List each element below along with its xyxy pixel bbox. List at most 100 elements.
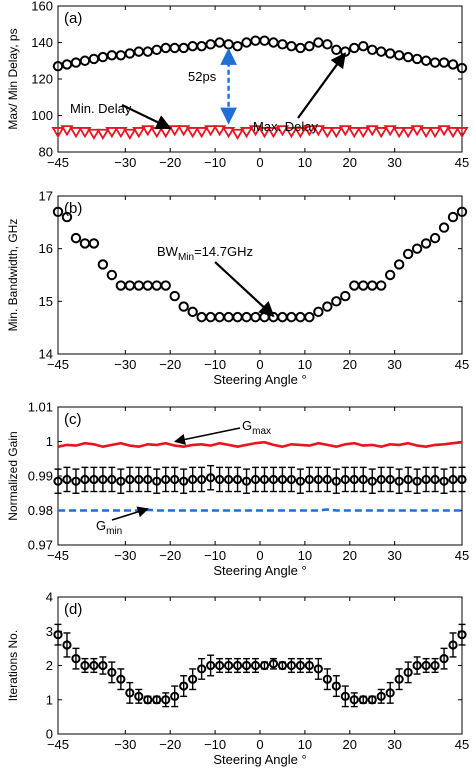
data-point	[230, 128, 245, 141]
data-point	[98, 474, 108, 485]
data-point	[356, 127, 370, 139]
data-point	[61, 59, 73, 70]
x-tick-label: 30	[387, 357, 401, 372]
data-point	[177, 125, 191, 137]
data-point	[215, 474, 225, 485]
data-point	[161, 695, 171, 705]
data-point	[438, 222, 450, 233]
x-tick-label: 45	[455, 155, 469, 170]
x-tick-label: 45	[455, 357, 469, 372]
y-tick-label: 3	[46, 624, 53, 639]
x-tick-label: −45	[47, 548, 69, 563]
data-point	[152, 695, 162, 705]
y-tick-label: 120	[31, 72, 53, 87]
data-point	[347, 127, 361, 139]
x-tick-label: 0	[256, 155, 263, 170]
data-point	[170, 691, 180, 701]
data-point	[302, 125, 316, 137]
y-tick-label: 17	[39, 189, 53, 204]
data-point	[401, 127, 415, 139]
data-point	[266, 127, 281, 139]
data-point	[70, 57, 82, 68]
data-point	[384, 48, 396, 59]
data-point	[232, 660, 243, 671]
data-point	[53, 630, 63, 640]
panel-b-annotations: BWMin=14.7GHz	[157, 244, 275, 318]
data-point	[268, 659, 279, 669]
x-tick-label: −10	[204, 548, 226, 563]
data-point	[250, 474, 261, 485]
data-point	[412, 476, 422, 486]
data-point	[152, 476, 162, 486]
data-point	[268, 37, 279, 48]
chart-panel-1: −45 −30 −20 −10 0 10 20 30 45 80 100 120 140 160 Max/ …	[6, 0, 469, 170]
data-point	[358, 280, 369, 291]
data-point	[250, 311, 261, 323]
annotation-min-delay: Min. Delay	[70, 101, 132, 116]
x-tick-label: 30	[387, 737, 401, 752]
data-point	[284, 127, 298, 139]
x-tick-label: 30	[387, 548, 401, 563]
data-point	[223, 311, 234, 323]
data-point	[410, 125, 424, 137]
data-point	[114, 127, 128, 139]
data-point	[105, 127, 119, 139]
data-point	[365, 125, 379, 137]
data-point	[349, 42, 360, 54]
data-point	[340, 474, 350, 485]
data-point	[313, 306, 324, 318]
data-point	[438, 57, 450, 68]
data-point	[106, 269, 118, 281]
data-point	[61, 211, 73, 223]
data-point	[331, 296, 342, 307]
data-point	[196, 40, 207, 52]
chart-panel-3: −45 −30 −20 −10 0 10 20 30 45 0.97 0.98 0.99 1 1.01 No…	[6, 400, 469, 579]
data-point	[320, 127, 334, 139]
data-point	[322, 674, 332, 684]
annotation-arrow	[173, 427, 241, 445]
x-tick-label: −20	[159, 737, 181, 752]
data-point	[98, 660, 108, 671]
data-point	[437, 125, 451, 137]
data-point	[430, 474, 440, 485]
data-point	[393, 259, 405, 270]
plot-frame	[57, 195, 463, 355]
data-point	[331, 476, 341, 486]
data-point	[223, 39, 234, 50]
data-point	[116, 674, 126, 684]
data-point	[448, 474, 458, 485]
data-point	[275, 125, 290, 137]
data-point	[161, 474, 171, 485]
data-point	[80, 660, 90, 671]
data-point	[259, 311, 270, 323]
x-tick-label: −45	[47, 737, 69, 752]
panel-label: (a)	[64, 10, 82, 27]
data-point	[232, 311, 243, 323]
data-point	[151, 280, 162, 291]
data-point	[248, 125, 263, 137]
data-point	[367, 695, 377, 705]
data-point	[429, 232, 441, 244]
series-line-min	[58, 508, 462, 512]
data-point	[402, 51, 414, 63]
data-point	[125, 474, 135, 485]
data-point	[322, 301, 333, 312]
data-point	[69, 127, 83, 139]
data-point	[322, 474, 332, 485]
data-point	[51, 127, 65, 139]
data-point	[159, 127, 173, 139]
data-point	[367, 476, 377, 486]
data-point	[150, 127, 164, 139]
y-tick-label: 140	[31, 35, 53, 50]
data-point	[132, 127, 146, 139]
data-point	[115, 280, 127, 291]
x-tick-label: 10	[298, 737, 312, 752]
data-point	[448, 640, 458, 650]
x-axis-label: Steering Angle °	[213, 752, 306, 767]
data-point	[304, 40, 315, 52]
data-point	[205, 311, 216, 323]
y-tick-label: 0.99	[28, 469, 53, 484]
data-point	[304, 660, 314, 671]
x-tick-label: −30	[114, 357, 136, 372]
